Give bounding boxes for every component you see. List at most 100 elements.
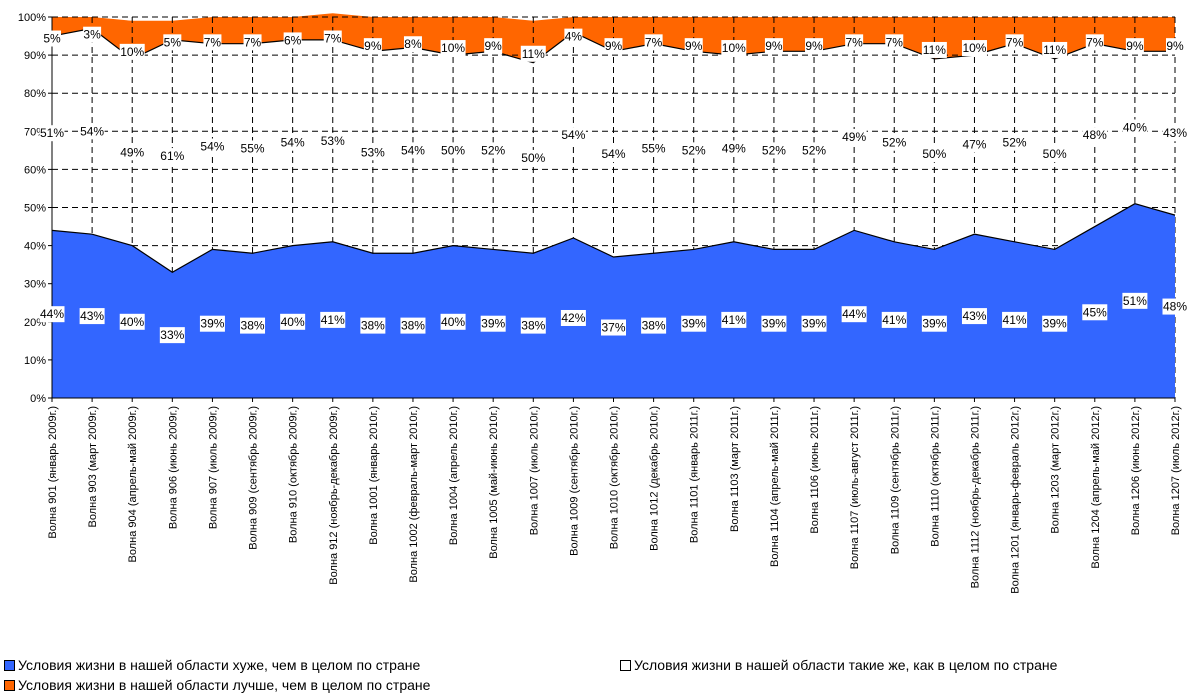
x-tick-label: Волна 1101 (январь 2011г.) [689, 406, 701, 543]
x-tick-label: Волна 910 (октябрь 2009г.) [288, 406, 300, 543]
x-tick-label: Волна 1112 (ноябрь-декабрь 2011г.) [969, 406, 981, 588]
data-label-same-bg [400, 142, 426, 159]
data-label-same-bg [801, 142, 827, 159]
data-label-same: 50% [441, 143, 465, 157]
data-label-better: 11% [923, 43, 946, 57]
data-label-better: 7% [324, 32, 342, 46]
data-label-better: 10% [962, 41, 986, 55]
data-label-same: 52% [481, 143, 505, 157]
data-label-same: 54% [601, 147, 625, 161]
data-label-better-bg [1042, 41, 1068, 58]
data-label-worse-bg [39, 306, 65, 323]
data-label-better-bg [845, 34, 864, 51]
y-tick-label: 90% [24, 50, 46, 62]
data-label-better-bg [323, 30, 342, 47]
data-label-worse: 37% [601, 321, 625, 335]
data-label-better-bg [721, 40, 747, 57]
data-label-same: 52% [1003, 136, 1027, 150]
data-label-worse: 38% [521, 319, 545, 333]
data-label-worse-bg [1122, 292, 1148, 309]
x-tick-label: Волна 903 (март 2009г.) [87, 406, 99, 527]
data-label-worse-bg [119, 313, 145, 330]
data-label-worse-bg [921, 315, 947, 332]
data-label-same-bg [280, 134, 306, 151]
data-label-better: 3% [83, 28, 101, 42]
data-label-same: 43% [1163, 126, 1187, 140]
legend-item-worse: Условия жизни в нашей области хуже, чем … [4, 657, 420, 673]
data-label-worse: 42% [561, 311, 585, 325]
data-label-same: 49% [120, 145, 144, 159]
data-label-worse: 40% [281, 315, 305, 329]
data-label-same-bg [39, 125, 65, 142]
data-label-better: 9% [1126, 39, 1144, 53]
data-label-better: 11% [522, 47, 545, 61]
data-label-better: 5% [43, 32, 61, 46]
data-label-same-bg [641, 140, 667, 157]
x-tick-label: Волна 1004 (апрель 2010г.) [448, 406, 460, 545]
data-label-same: 51% [40, 126, 64, 140]
data-label-better: 4% [565, 30, 583, 44]
data-label-same: 50% [922, 147, 946, 161]
data-label-same-bg [480, 142, 506, 159]
data-label-same-bg [681, 142, 707, 159]
data-label-worse: 40% [441, 315, 465, 329]
x-tick-label: Волна 1002 (февраль-март 2010г.) [408, 406, 420, 583]
data-label-same: 61% [160, 149, 184, 163]
x-tick-label: Волна 1103 (март 2011г.) [729, 406, 741, 532]
data-label-worse-bg [1002, 311, 1028, 328]
data-label-same-bg [119, 144, 145, 161]
data-label-same-bg [721, 140, 747, 157]
legend-label-same: Условия жизни в нашей области такие же, … [634, 657, 1058, 673]
legend-item-better: Условия жизни в нашей области лучше, чем… [4, 677, 430, 693]
data-label-worse-bg [1082, 304, 1108, 321]
x-tick-label: Волна 912 (ноябрь-декабрь 2009г.) [328, 406, 340, 585]
data-label-better-bg [604, 38, 623, 55]
data-label-better-bg [805, 38, 824, 55]
data-label-same: 54% [200, 140, 224, 154]
data-label-worse: 39% [481, 317, 505, 331]
data-label-same-bg [440, 142, 466, 159]
x-tick-label: Волна 906 (июнь 2009г.) [167, 406, 179, 529]
data-label-worse: 38% [241, 319, 265, 333]
data-label-same-bg [199, 138, 225, 155]
legend-label-worse: Условия жизни в нашей области хуже, чем … [18, 657, 421, 673]
data-label-same: 50% [1043, 147, 1067, 161]
data-label-same: 54% [80, 124, 104, 138]
data-label-same: 52% [762, 143, 786, 157]
data-label-worse: 38% [361, 319, 385, 333]
data-label-worse: 41% [722, 313, 746, 327]
data-label-same-bg [1082, 127, 1108, 144]
data-label-worse: 39% [200, 317, 224, 331]
x-tick-label: Волна 907 (июль 2009г.) [207, 406, 219, 529]
y-tick-label: 50% [24, 203, 46, 215]
data-label-better-bg [684, 38, 703, 55]
data-label-better-bg [243, 34, 262, 51]
y-tick-label: 80% [24, 88, 46, 100]
y-tick-label: 100% [18, 12, 46, 24]
data-label-worse: 38% [642, 319, 666, 333]
y-tick-label: 40% [24, 241, 46, 253]
data-label-better-bg [1085, 34, 1104, 51]
data-label-better: 9% [485, 39, 503, 53]
data-label-better: 7% [1086, 35, 1104, 49]
data-label-better: 7% [1006, 35, 1024, 49]
x-tick-label: Волна 1206 (июнь 2012г.) [1130, 406, 1142, 535]
data-label-better: 9% [364, 39, 382, 53]
data-label-better-bg [885, 34, 904, 51]
data-label-worse-bg [360, 317, 386, 334]
data-label-better: 9% [605, 39, 623, 53]
data-label-better: 10% [441, 41, 465, 55]
x-tick-label: Волна 1007 (июль 2010г.) [528, 406, 540, 535]
data-label-worse: 39% [762, 317, 786, 331]
data-label-better-bg [520, 45, 546, 62]
data-label-better-bg [1166, 38, 1184, 55]
data-label-same: 49% [842, 130, 866, 144]
data-label-better: 8% [404, 37, 422, 51]
data-label-better-bg [119, 43, 145, 60]
data-label-same: 53% [321, 134, 345, 148]
x-tick-label: Волна 1005 (май-июнь 2010г.) [488, 406, 500, 559]
data-label-better-bg [363, 38, 382, 55]
data-label-better-bg [283, 32, 302, 49]
data-label-better-bg [163, 34, 182, 51]
data-label-better-bg [83, 26, 102, 43]
